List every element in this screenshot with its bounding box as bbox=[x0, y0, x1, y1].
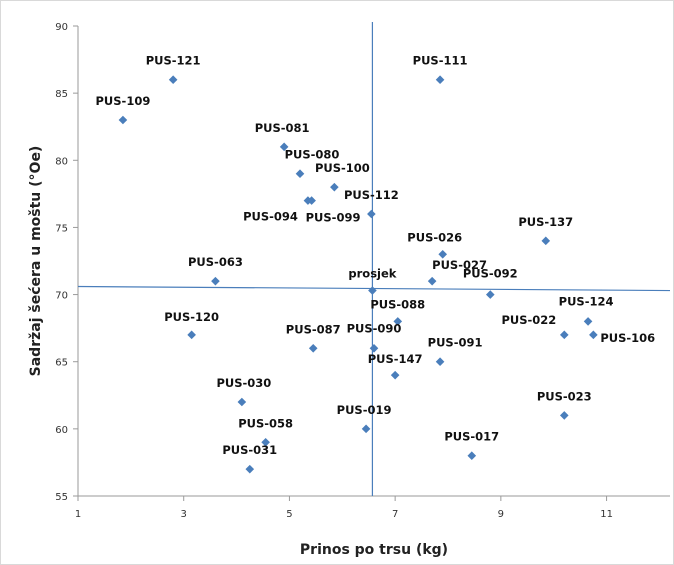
data-label: PUS-112 bbox=[344, 188, 399, 202]
data-point bbox=[559, 330, 569, 340]
data-point bbox=[583, 317, 593, 326]
data-point bbox=[308, 343, 318, 353]
data-label: PUS-091 bbox=[428, 336, 483, 350]
x-tick-label: 5 bbox=[286, 509, 292, 520]
data-label: PUS-111 bbox=[413, 54, 468, 68]
data-point bbox=[485, 290, 495, 299]
data-label: PUS-099 bbox=[306, 211, 361, 225]
data-label: PUS-027 bbox=[432, 258, 487, 272]
data-point bbox=[307, 196, 316, 205]
y-tick-label: 65 bbox=[55, 358, 68, 369]
data-label: PUS-026 bbox=[407, 230, 462, 244]
data-point bbox=[435, 357, 445, 367]
data-point bbox=[118, 115, 128, 125]
data-label: PUS-017 bbox=[444, 430, 499, 444]
data-label: PUS-080 bbox=[285, 148, 340, 162]
y-tick-label: 90 bbox=[55, 22, 68, 33]
data-point bbox=[435, 75, 445, 85]
data-point bbox=[390, 370, 400, 380]
data-label: PUS-081 bbox=[255, 121, 310, 135]
data-label: PUS-063 bbox=[188, 255, 243, 269]
data-labels: PUS-121 PUS-111PUS-109PUS-081PUS-080PUS-1… bbox=[96, 54, 656, 457]
data-label: PUS-124 bbox=[559, 294, 614, 308]
data-point bbox=[589, 330, 598, 340]
data-point bbox=[168, 75, 178, 85]
data-point bbox=[295, 169, 305, 179]
data-point bbox=[261, 437, 270, 447]
x-tick-label: 11 bbox=[600, 509, 613, 520]
data-point bbox=[211, 276, 220, 286]
data-point bbox=[559, 411, 569, 420]
x-tick-label: 7 bbox=[392, 509, 398, 520]
data-point bbox=[368, 286, 377, 295]
y-tick-label: 85 bbox=[55, 89, 68, 100]
data-label: PUS-121 bbox=[146, 54, 201, 68]
data-label: PUS-137 bbox=[518, 215, 573, 229]
data-label: PUS-087 bbox=[286, 322, 341, 336]
y-tick-label: 80 bbox=[55, 156, 68, 167]
x-tick-label: 1 bbox=[75, 509, 81, 520]
data-label: PUS-106 bbox=[600, 331, 655, 345]
data-point bbox=[237, 397, 247, 407]
data-point bbox=[541, 236, 551, 246]
data-label: PUS-100 bbox=[315, 161, 370, 175]
data-label: PUS-094 bbox=[243, 210, 298, 224]
data-point bbox=[187, 330, 196, 340]
data-label: PUS-088 bbox=[370, 297, 425, 311]
data-label: PUS-022 bbox=[501, 313, 556, 327]
data-point bbox=[438, 249, 448, 259]
data-label: PUS-092 bbox=[463, 267, 518, 281]
data-label: PUS-031 bbox=[222, 443, 277, 457]
data-point bbox=[245, 464, 255, 474]
y-tick-label: 60 bbox=[55, 425, 68, 436]
data-point bbox=[330, 182, 339, 192]
x-axis-title: Prinos po trsu (kg) bbox=[300, 542, 448, 558]
data-label: prosjek bbox=[348, 267, 396, 281]
data-label: PUS-019 bbox=[337, 403, 392, 417]
data-label: PUS-147 bbox=[368, 352, 423, 366]
ticks: 1 3 5 7 9 11 55 60 65 70 75 80 85 90 bbox=[55, 22, 613, 520]
x-tick-label: 9 bbox=[498, 509, 504, 520]
axes bbox=[77, 26, 670, 497]
data-label: PUS-023 bbox=[537, 389, 592, 403]
data-label: PUS-109 bbox=[96, 94, 151, 108]
data-point bbox=[361, 424, 371, 434]
data-point bbox=[393, 317, 403, 326]
data-label: PUS-058 bbox=[238, 416, 293, 430]
data-point bbox=[467, 451, 477, 461]
data-point bbox=[427, 276, 437, 286]
x-tick-label: 3 bbox=[181, 509, 187, 520]
data-point bbox=[369, 343, 379, 353]
data-points bbox=[118, 75, 598, 474]
data-label: PUS-030 bbox=[216, 376, 271, 390]
y-tick-label: 70 bbox=[55, 291, 68, 302]
data-label: PUS-090 bbox=[347, 321, 402, 335]
data-point bbox=[367, 209, 376, 219]
y-axis-title: Sadržaj šećera u moštu (°Oe) bbox=[28, 146, 44, 377]
data-point bbox=[279, 142, 289, 152]
y-tick-label: 55 bbox=[55, 492, 68, 503]
y-tick-label: 75 bbox=[55, 223, 68, 234]
data-label: PUS-120 bbox=[164, 310, 219, 324]
